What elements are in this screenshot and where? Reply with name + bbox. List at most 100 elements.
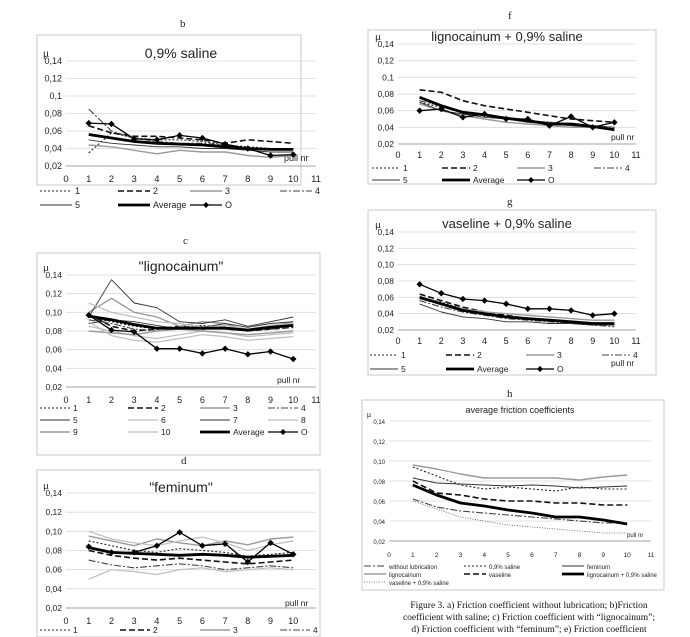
chart-frame bbox=[36, 34, 302, 186]
data-point bbox=[267, 348, 274, 355]
data-point bbox=[153, 345, 161, 352]
y-tick-label: 0,02 bbox=[44, 161, 62, 171]
x-tick-label: 10 bbox=[288, 174, 299, 185]
y-tick-label: 0,06 bbox=[44, 126, 62, 136]
series-line-o bbox=[88, 122, 294, 157]
data-point bbox=[524, 115, 532, 123]
legend-label: 1 bbox=[403, 163, 408, 173]
data-point bbox=[153, 542, 161, 549]
y-tick-label: 0,10 bbox=[45, 307, 62, 317]
figure-caption: Figure 3. a) Friction coefficient withou… bbox=[368, 600, 690, 636]
x-tick-label: 1 bbox=[86, 174, 91, 185]
y-tick-label: 0,04 bbox=[377, 122, 394, 132]
series-line-5 bbox=[419, 303, 615, 326]
x-tick-label: 0 bbox=[63, 616, 68, 626]
y-tick-label: 0,08 bbox=[377, 89, 394, 99]
x-tick-label: 10 bbox=[288, 616, 298, 626]
x-tick-label: 9 bbox=[268, 616, 273, 626]
legend-label: 2 bbox=[153, 186, 158, 196]
y-tick-label: 0,04 bbox=[377, 309, 394, 319]
legend-label: 4 bbox=[315, 186, 320, 196]
y-axis-label: µ bbox=[375, 220, 381, 231]
chart-b: 0,9% saline 0,02 0,04 0,06 0,08 0,1 0,12 0,14µ 0… bbox=[36, 34, 321, 210]
data-point bbox=[611, 310, 618, 317]
legend-label: 2 bbox=[161, 403, 166, 413]
x-tick-label: 9 bbox=[590, 150, 595, 160]
x-tick-label: 7 bbox=[223, 616, 228, 626]
x-axis-label: pull nr bbox=[284, 153, 309, 163]
data-point bbox=[416, 107, 423, 114]
data-point bbox=[502, 300, 510, 308]
x-tick-label: 4 bbox=[154, 616, 159, 626]
x-tick-label: 10 bbox=[288, 395, 298, 405]
legend-label: O bbox=[557, 364, 564, 374]
data-point bbox=[221, 140, 229, 148]
series-line-o bbox=[419, 108, 615, 128]
x-axis-label: pull nr bbox=[627, 533, 643, 539]
x-axis-label: pull nr bbox=[611, 132, 634, 142]
x-tick-label: 0 bbox=[63, 174, 68, 185]
y-axis-label: µ bbox=[43, 263, 49, 274]
legend-label: 5 bbox=[401, 364, 406, 374]
legend-label: 6 bbox=[161, 415, 166, 425]
series-line-8 bbox=[88, 302, 294, 330]
x-tick-label: 8 bbox=[578, 552, 582, 559]
series-line-3 bbox=[88, 535, 294, 547]
x-axis-label: pull nr bbox=[285, 598, 308, 608]
data-point bbox=[108, 549, 115, 556]
x-tick-label: 2 bbox=[439, 150, 444, 160]
caption-line-3: d) Friction coefficient with “feminum”; … bbox=[411, 625, 647, 635]
data-point bbox=[153, 136, 161, 143]
y-axis-label: µ bbox=[375, 32, 381, 43]
x-tick-label: 3 bbox=[460, 150, 465, 160]
x-tick-label: 7 bbox=[554, 552, 558, 559]
data-point bbox=[85, 119, 92, 127]
data-point bbox=[85, 543, 92, 550]
legend-label: 7 bbox=[233, 415, 238, 425]
series-line-feminum bbox=[412, 477, 628, 489]
y-tick-label: 0,1 bbox=[49, 91, 62, 101]
y-tick-label: 0,12 bbox=[44, 74, 62, 84]
y-tick-label: 0,14 bbox=[377, 39, 394, 49]
y-tick-label: 0,08 bbox=[377, 276, 394, 286]
legend-label: lignocainum bbox=[389, 573, 421, 579]
data-point bbox=[567, 113, 575, 120]
x-tick-label: 5 bbox=[177, 395, 182, 405]
series-line-average bbox=[88, 314, 294, 332]
y-tick-label: 0,06 bbox=[373, 500, 385, 506]
x-tick-label: 7 bbox=[547, 336, 552, 346]
chart-h: average friction coefficients 0,02 0,04 0,0… bbox=[361, 399, 665, 591]
legend-label: 8 bbox=[301, 415, 306, 425]
data-point bbox=[199, 350, 206, 357]
x-tick-label: 3 bbox=[132, 174, 137, 185]
legend-label: 10 bbox=[161, 427, 171, 437]
x-tick-label: 5 bbox=[504, 336, 509, 346]
legend-label: 4 bbox=[313, 625, 318, 635]
x-tick-label: 0 bbox=[395, 150, 400, 160]
y-tick-label: 0,06 bbox=[377, 106, 394, 116]
x-tick-label: 9 bbox=[268, 395, 273, 405]
panel-letter-h: h bbox=[507, 388, 513, 400]
legend-label: 5 bbox=[75, 200, 80, 210]
x-tick-label: 5 bbox=[504, 150, 509, 160]
data-point bbox=[546, 122, 553, 129]
legend-label: 5 bbox=[73, 415, 78, 425]
y-axis-label: µ bbox=[367, 412, 371, 419]
legend-label: 5 bbox=[403, 175, 408, 185]
series-line-without-lubrication bbox=[412, 498, 628, 524]
data-point bbox=[502, 115, 510, 123]
legend-label: 4 bbox=[625, 163, 630, 173]
x-tick-label: 6 bbox=[200, 616, 205, 626]
x-tick-label: 8 bbox=[245, 395, 250, 405]
x-tick-label: 9 bbox=[268, 174, 273, 185]
chart-g: vaseline + 0,9% saline 0,02 0,04 0,06 0,08 0,… bbox=[367, 209, 657, 376]
data-point bbox=[176, 529, 183, 536]
y-tick-label: 0,02 bbox=[377, 325, 394, 335]
legend-label: 0,9% saline bbox=[489, 565, 521, 571]
x-tick-label: 6 bbox=[525, 336, 530, 346]
x-tick-label: 2 bbox=[109, 616, 114, 626]
x-tick-label: 7 bbox=[222, 174, 227, 185]
legend-label: 1 bbox=[75, 186, 80, 196]
y-tick-label: 0,10 bbox=[377, 260, 394, 270]
data-point bbox=[244, 351, 252, 358]
